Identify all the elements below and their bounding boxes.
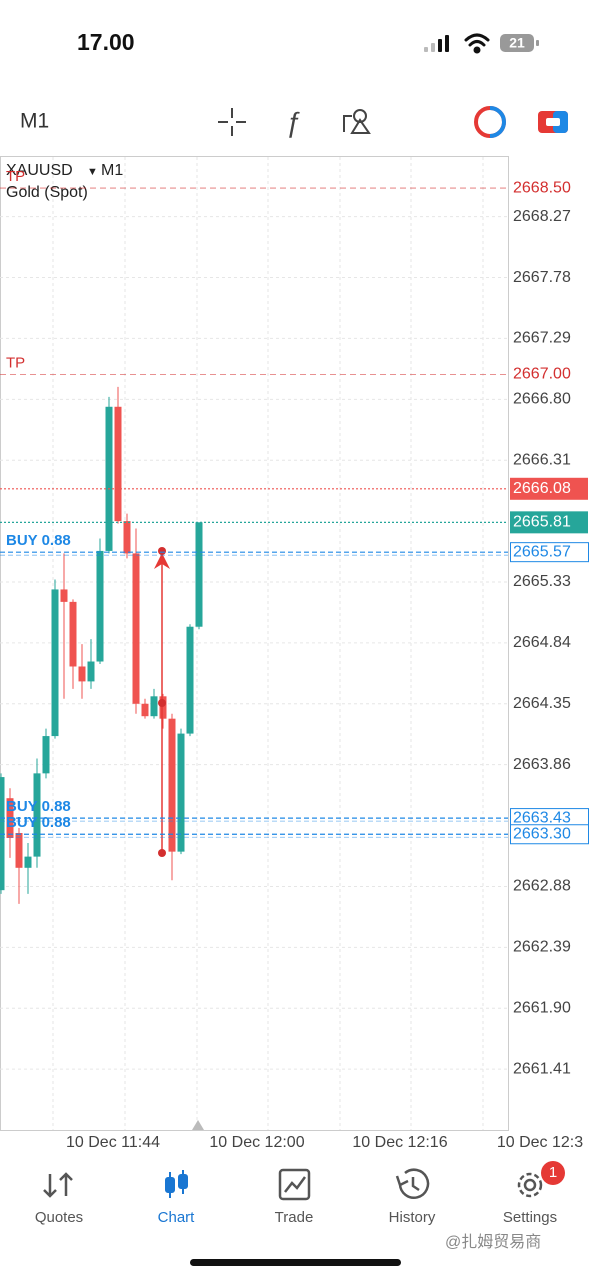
y-tick-label: 2668.27 [513, 208, 571, 225]
candle-body [24, 856, 32, 868]
one-click-button[interactable] [538, 111, 568, 133]
nav-label[interactable]: Chart [158, 1209, 196, 1226]
clock: 17.00 [77, 29, 135, 55]
tp-label: TP [6, 354, 25, 371]
candle-body [33, 773, 41, 857]
y-tick-label: 2662.39 [513, 939, 571, 956]
battery [500, 34, 534, 52]
notification-badge [541, 1161, 565, 1185]
y-tick-label: 2666.80 [513, 391, 571, 408]
nav-label[interactable]: Quotes [35, 1209, 83, 1226]
candle-body [105, 406, 113, 551]
symbol-dropdown[interactable]: ▼ [87, 166, 98, 178]
order-label: BUY 0.88 [6, 814, 71, 831]
battery-tip [536, 40, 539, 46]
chart-frame [0, 156, 509, 1131]
trade-icon[interactable] [278, 1168, 311, 1201]
candle-body [0, 777, 5, 891]
candle-body [132, 553, 140, 704]
x-tick-label: 10 Dec 12:16 [352, 1134, 447, 1151]
candle-body [114, 406, 122, 522]
signal-icon [424, 35, 449, 52]
candle-body [159, 696, 167, 719]
price-label: 2666.08 [513, 480, 571, 497]
candle-body [168, 718, 176, 852]
candle-body [186, 626, 194, 734]
objects-button[interactable] [343, 109, 371, 134]
vertical-grid [52, 157, 484, 1130]
symbol: XAUUSD [6, 162, 73, 179]
candle-body [87, 661, 95, 682]
trade-signal-button[interactable] [474, 106, 506, 138]
price-label: 2665.81 [513, 514, 571, 531]
scroll-marker [192, 1120, 204, 1130]
indicators-button[interactable]: ƒ [285, 106, 301, 137]
candle-body [78, 666, 86, 682]
candle-body [51, 589, 59, 737]
y-tick-label: 2664.84 [513, 634, 571, 651]
y-tick-label: 2667.29 [513, 330, 571, 347]
x-tick-label: 10 Dec 11:44 [66, 1134, 160, 1151]
candle-body [42, 736, 50, 774]
y-tick-label: 2667.78 [513, 269, 571, 286]
order-label: BUY 0.88 [6, 798, 71, 815]
candle-body [177, 733, 185, 852]
candle-body [15, 833, 23, 868]
price-label: 2663.30 [513, 825, 571, 842]
order-label: BUY 0.88 [6, 532, 71, 549]
price-label: 2663.43 [513, 809, 571, 826]
price-tag [510, 477, 588, 500]
candle-body [195, 522, 203, 627]
trade-marker [154, 547, 170, 857]
badge-count: 1 [549, 1164, 557, 1181]
y-tick-label: 2664.35 [513, 695, 571, 712]
price-tag [510, 542, 589, 563]
candle-body [123, 521, 131, 554]
quotes-icon[interactable] [43, 1172, 73, 1198]
timeframe-button[interactable]: M1 [20, 110, 49, 133]
watermark: @扎姆贸易商 [445, 1233, 541, 1251]
price-label: 2665.57 [513, 543, 571, 560]
wifi-icon [464, 33, 490, 54]
price-tag [510, 511, 588, 534]
nav-label[interactable]: History [389, 1209, 436, 1226]
settings-icon[interactable] [517, 1172, 543, 1198]
crosshair-button[interactable] [218, 108, 246, 136]
symbol-description: Gold (Spot) [6, 184, 88, 201]
y-tick-label: 2662.88 [513, 878, 571, 895]
candle-body [96, 550, 104, 662]
y-tick-label: 2661.90 [513, 999, 571, 1016]
candle-body [141, 703, 149, 717]
price-tag [510, 824, 589, 845]
nav-label[interactable]: Settings [503, 1209, 557, 1226]
chart-timeframe: M1 [101, 162, 123, 179]
y-tick-label: 2666.31 [513, 451, 571, 468]
battery-level: 21 [509, 35, 525, 51]
y-tick-label: 2665.33 [513, 573, 571, 590]
y-tick-label: 2661.41 [513, 1060, 571, 1077]
home-indicator [190, 1259, 401, 1266]
tp-label: TP [6, 168, 25, 185]
x-tick-label: 10 Dec 12:00 [209, 1134, 304, 1151]
chart-icon[interactable] [165, 1170, 188, 1198]
candle-body [60, 589, 68, 602]
history-icon[interactable] [395, 1168, 430, 1199]
price-label: 2668.50 [513, 179, 571, 196]
x-tick-label: 10 Dec 12:3 [497, 1134, 583, 1151]
candle-body [69, 601, 77, 667]
nav-label[interactable]: Trade [275, 1209, 314, 1226]
price-label: 2667.00 [513, 366, 571, 383]
candle-body [150, 696, 158, 717]
y-tick-label: 2663.86 [513, 756, 571, 773]
